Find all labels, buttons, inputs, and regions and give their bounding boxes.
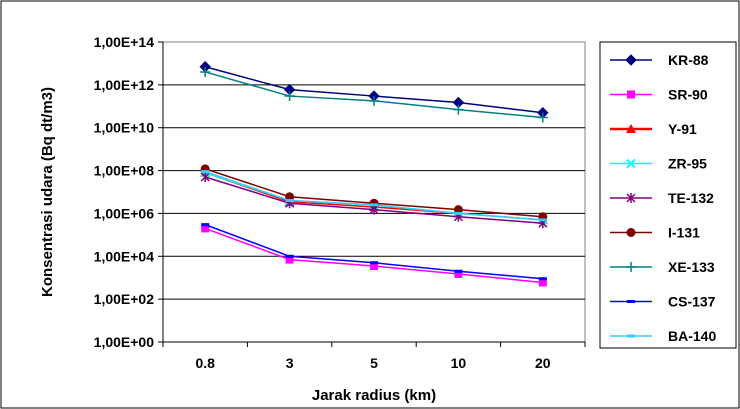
data-point (453, 104, 464, 115)
y-axis-title: Konsentrasi udara (Bq dt/m3) (39, 87, 56, 297)
legend-item: XE-133 (610, 259, 715, 275)
y-tick-label: 1,00E+10 (94, 120, 155, 136)
legend-marker (627, 334, 635, 338)
legend-item: ZR-95 (610, 156, 707, 172)
data-point (369, 95, 379, 106)
data-point (453, 205, 463, 215)
series-layer (199, 61, 549, 287)
data-point (454, 211, 463, 215)
data-point (538, 278, 547, 287)
data-point (454, 269, 463, 273)
x-tick-label: 3 (286, 355, 294, 371)
data-point (284, 91, 295, 102)
legend-item: KR-88 (610, 52, 709, 68)
data-point (454, 269, 463, 278)
legend-label: XE-133 (668, 259, 715, 275)
x-tick-label: 10 (451, 355, 467, 371)
x-tick-label: 5 (370, 355, 378, 371)
legend-marker (627, 90, 635, 99)
legend: KR-88 SR-90 Y-91 ZR-95 TE-132 I-131 XE-133 CS-1… (599, 41, 737, 349)
data-point (370, 203, 378, 207)
data-point (538, 277, 547, 281)
y-tick-label: 1,00E+06 (94, 205, 155, 221)
legend-item: BA-140 (610, 328, 716, 344)
y-tick-label: 1,00E+00 (94, 334, 155, 350)
legend-marker (626, 193, 636, 203)
legend-label: Y-91 (668, 121, 697, 137)
legend-label: BA-140 (668, 328, 716, 344)
y-tick-label: 1,00E+12 (94, 77, 155, 93)
series-sr-90 (201, 224, 547, 287)
y-tick-label: 1,00E+14 (94, 34, 155, 50)
series-cs-137 (201, 223, 547, 281)
data-point (201, 224, 210, 233)
legend-marker (626, 262, 636, 272)
y-tick-label: 1,00E+08 (94, 163, 155, 179)
legend-marker (626, 228, 636, 237)
data-point (200, 172, 210, 183)
legend-label: KR-88 (668, 52, 709, 68)
legend-marker (626, 158, 636, 169)
grid-layer (163, 84, 585, 300)
data-point (285, 255, 294, 264)
legend-item: Y-91 (610, 121, 697, 137)
legend-item: SR-90 (610, 87, 708, 103)
data-point (285, 254, 294, 258)
legend-label: CS-137 (668, 294, 716, 310)
legend-item: I-131 (610, 225, 700, 241)
legend-label: TE-132 (668, 190, 714, 206)
y-tick-label: 1,00E+02 (94, 291, 155, 307)
data-point (200, 66, 211, 77)
legend-marker (626, 124, 636, 133)
axis-layer: 1,00E+00 1,00E+02 1,00E+04 1,00E+06 1,00E+08… (94, 34, 586, 371)
legend-item: TE-132 (610, 190, 714, 206)
series-xe-133 (200, 66, 548, 123)
x-tick-label: 20 (535, 355, 551, 371)
data-point (538, 218, 547, 222)
legend-box (599, 41, 737, 349)
data-point (201, 223, 210, 227)
x-tick-label: 0.8 (195, 355, 215, 371)
data-point (285, 199, 294, 203)
legend-label: SR-90 (668, 87, 708, 103)
data-point (370, 261, 378, 265)
plot-area (162, 41, 586, 343)
series-ba-140 (201, 170, 547, 222)
legend-item: CS-137 (610, 294, 716, 310)
data-point (537, 112, 548, 123)
y-tick-label: 1,00E+04 (94, 248, 155, 264)
x-axis-title: Jarak radius (km) (312, 387, 436, 404)
legend-marker (627, 300, 635, 303)
legend-marker (625, 54, 637, 66)
data-point (370, 262, 378, 271)
data-point (201, 170, 210, 174)
legend-label: ZR-95 (668, 156, 707, 172)
legend-label: I-131 (668, 225, 700, 241)
